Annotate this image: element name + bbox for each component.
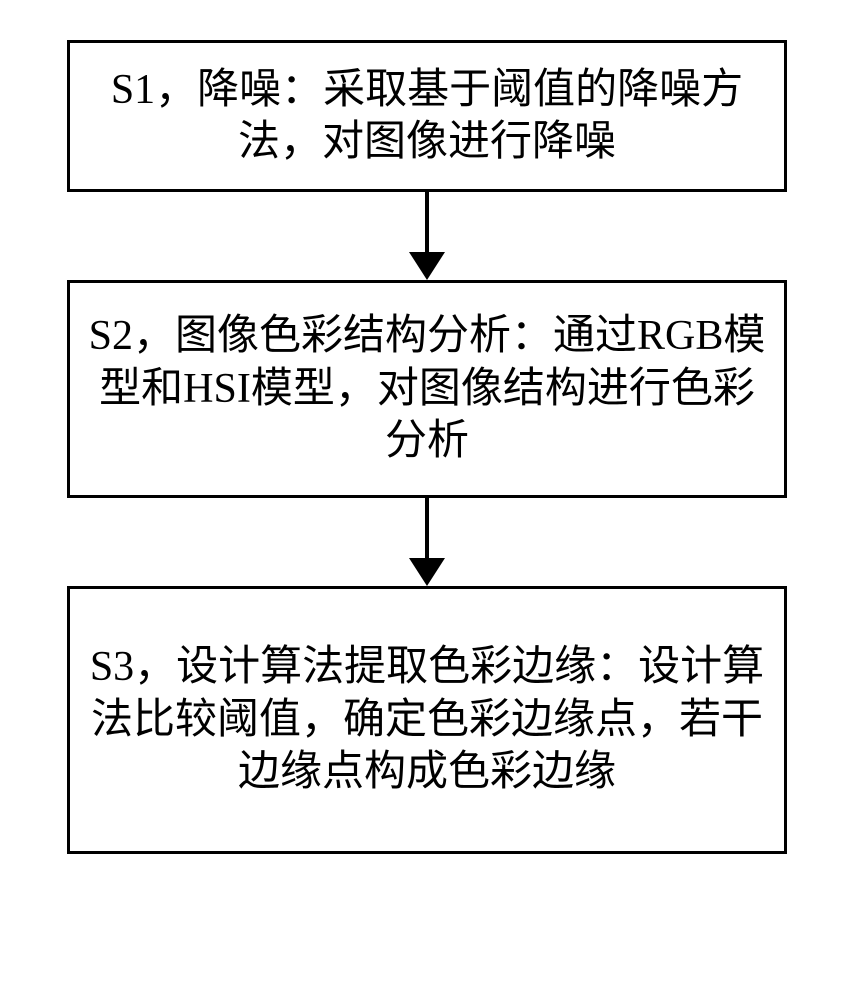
flowchart-node-s2: S2，图像色彩结构分析：通过RGB模型和HSI模型，对图像结构进行色彩分析 bbox=[67, 280, 787, 498]
flowchart-node-s1: S1，降噪：采取基于阈值的降噪方法，对图像进行降噪 bbox=[67, 40, 787, 192]
arrow-down-icon bbox=[409, 498, 445, 586]
node-text: S3，设计算法提取色彩边缘：设计算法比较阈值，确定色彩边缘点，若干边缘点构成色彩… bbox=[82, 641, 772, 799]
flowchart-node-s3: S3，设计算法提取色彩边缘：设计算法比较阈值，确定色彩边缘点，若干边缘点构成色彩… bbox=[67, 586, 787, 854]
arrow-down-icon bbox=[409, 192, 445, 280]
node-text: S1，降噪：采取基于阈值的降噪方法，对图像进行降噪 bbox=[82, 64, 772, 169]
node-text: S2，图像色彩结构分析：通过RGB模型和HSI模型，对图像结构进行色彩分析 bbox=[82, 310, 772, 468]
flowchart-diagram: S1，降噪：采取基于阈值的降噪方法，对图像进行降噪 S2，图像色彩结构分析：通过… bbox=[0, 0, 854, 854]
